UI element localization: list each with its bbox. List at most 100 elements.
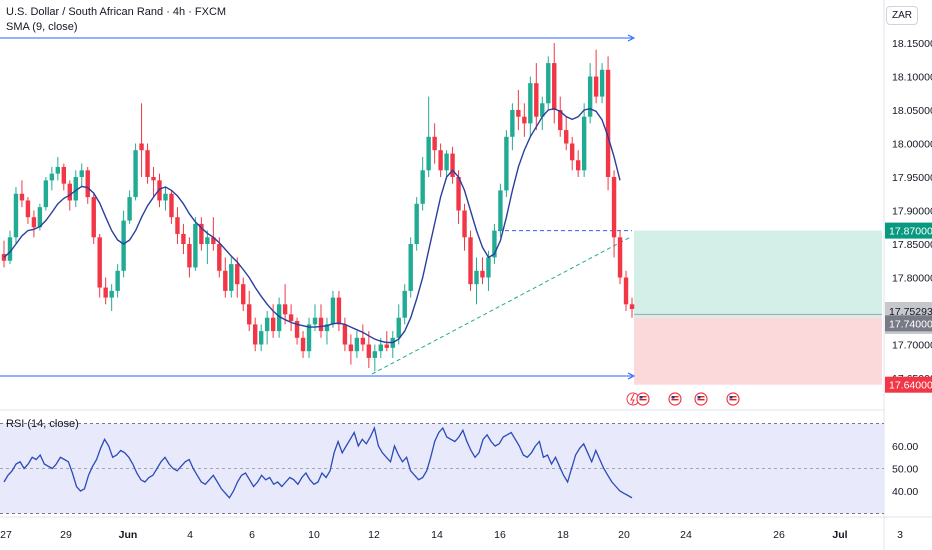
candle bbox=[217, 244, 222, 271]
candle bbox=[587, 76, 593, 117]
candle bbox=[115, 270, 120, 291]
candle bbox=[558, 110, 563, 131]
target-price-label: 17.87000 bbox=[885, 222, 932, 239]
flag-stripe bbox=[697, 396, 705, 398]
candle bbox=[486, 257, 491, 278]
candle bbox=[617, 237, 623, 278]
entry-price-label: 17.74000 bbox=[885, 315, 932, 332]
candlestick-series bbox=[1, 43, 635, 372]
candle bbox=[145, 150, 150, 177]
candle bbox=[492, 230, 497, 258]
economic-events[interactable] bbox=[626, 392, 740, 406]
candle bbox=[241, 284, 246, 305]
candle bbox=[205, 237, 210, 244]
candle bbox=[139, 143, 144, 151]
flag-canton bbox=[697, 396, 701, 399]
candle bbox=[366, 344, 372, 358]
candle bbox=[199, 223, 204, 244]
rsi-tick-label: 40.00 bbox=[892, 486, 918, 498]
candle bbox=[282, 304, 288, 315]
time-tick-label: 18 bbox=[557, 529, 569, 541]
rsi-legend[interactable]: RSI (14, close) bbox=[6, 418, 79, 430]
time-axis[interactable]: 27 29 Jun 4 6 10 12 14 16 18 20 24 26 Jul 3 bbox=[0, 529, 903, 541]
candle bbox=[605, 69, 611, 177]
candle bbox=[384, 344, 389, 348]
event-marker bbox=[668, 392, 682, 406]
candle bbox=[360, 337, 366, 345]
candle bbox=[7, 237, 13, 261]
stop-zone bbox=[634, 317, 882, 385]
candle bbox=[151, 177, 156, 181]
candle bbox=[354, 337, 360, 352]
position-zones[interactable] bbox=[634, 230, 882, 385]
stop-price-label-bg bbox=[885, 376, 932, 393]
candle bbox=[504, 136, 509, 191]
candle bbox=[516, 110, 521, 117]
candle bbox=[121, 220, 126, 271]
candle bbox=[564, 130, 569, 144]
candle bbox=[552, 63, 557, 110]
sma-legend[interactable]: SMA (9, close) bbox=[6, 21, 78, 33]
candle bbox=[276, 304, 282, 332]
event-marker bbox=[694, 392, 708, 406]
candle bbox=[534, 83, 539, 117]
candle bbox=[37, 207, 43, 228]
rsi-pane bbox=[0, 423, 884, 514]
candle bbox=[408, 244, 413, 291]
candle bbox=[546, 63, 551, 104]
event-marker bbox=[626, 392, 650, 406]
price-tick-label: 17.80000 bbox=[892, 273, 932, 285]
candle bbox=[73, 177, 78, 201]
candle bbox=[336, 297, 342, 325]
sma-line bbox=[3, 107, 621, 344]
candle bbox=[599, 69, 605, 97]
candle bbox=[223, 270, 228, 291]
price-tick-label: 17.95000 bbox=[892, 172, 932, 184]
candle bbox=[91, 197, 96, 238]
candle bbox=[444, 153, 449, 171]
current-price-text: 17.75293 bbox=[889, 306, 932, 318]
candle bbox=[540, 103, 545, 117]
lightning-bolt-icon bbox=[630, 393, 635, 405]
candle bbox=[300, 337, 306, 352]
candle bbox=[432, 136, 437, 151]
candle bbox=[13, 193, 19, 238]
flag-stripe bbox=[729, 396, 737, 398]
event-marker bbox=[726, 392, 740, 406]
flag-stripe bbox=[729, 399, 737, 401]
candle bbox=[474, 270, 479, 285]
entry-price-text: 17.74000 bbox=[889, 318, 932, 330]
time-tick-label: 29 bbox=[60, 529, 72, 541]
currency-badge[interactable]: ZAR bbox=[886, 6, 918, 25]
candle bbox=[342, 324, 348, 345]
candle bbox=[611, 177, 617, 238]
candle bbox=[175, 217, 180, 234]
candle bbox=[348, 344, 354, 352]
candle bbox=[1, 254, 7, 261]
horizontal-levels[interactable] bbox=[0, 34, 636, 380]
flag-canton bbox=[671, 396, 675, 399]
candle bbox=[420, 170, 425, 204]
candle bbox=[211, 237, 216, 244]
candle bbox=[294, 321, 300, 338]
candle bbox=[49, 173, 55, 181]
time-tick-label: Jun bbox=[119, 529, 138, 541]
candle bbox=[19, 193, 25, 201]
candle bbox=[450, 153, 455, 177]
candle bbox=[456, 177, 461, 211]
symbol-title[interactable]: U.S. Dollar / South African Rand · 4h · … bbox=[6, 6, 227, 18]
candle bbox=[235, 264, 240, 285]
candle bbox=[324, 324, 330, 332]
support-arrow-icon bbox=[627, 372, 636, 380]
candle bbox=[312, 317, 318, 325]
price-tick-label: 17.90000 bbox=[892, 206, 932, 218]
target-price-text: 17.87000 bbox=[889, 226, 932, 238]
candle bbox=[510, 110, 515, 137]
resistance-arrow-icon bbox=[627, 34, 636, 42]
price-tick-label: 18.05000 bbox=[892, 105, 932, 117]
candle bbox=[103, 287, 108, 298]
flag-stripe bbox=[639, 399, 647, 401]
rsi-axis: 60.00 50.00 40.00 bbox=[892, 441, 918, 498]
candle bbox=[187, 244, 192, 268]
